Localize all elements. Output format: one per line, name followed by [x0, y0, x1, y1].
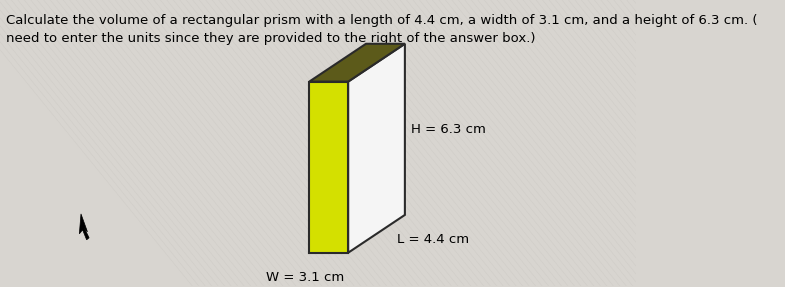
Text: Calculate the volume of a rectangular prism with a length of 4.4 cm, a width of : Calculate the volume of a rectangular pr…: [6, 14, 758, 27]
Text: need to enter the units since they are provided to the right of the answer box.): need to enter the units since they are p…: [6, 32, 536, 45]
Text: L = 4.4 cm: L = 4.4 cm: [396, 233, 469, 246]
Text: W = 3.1 cm: W = 3.1 cm: [266, 271, 345, 284]
Polygon shape: [309, 82, 349, 253]
Text: H = 6.3 cm: H = 6.3 cm: [411, 123, 486, 136]
Polygon shape: [79, 214, 89, 240]
Polygon shape: [309, 44, 405, 82]
Polygon shape: [349, 44, 405, 253]
